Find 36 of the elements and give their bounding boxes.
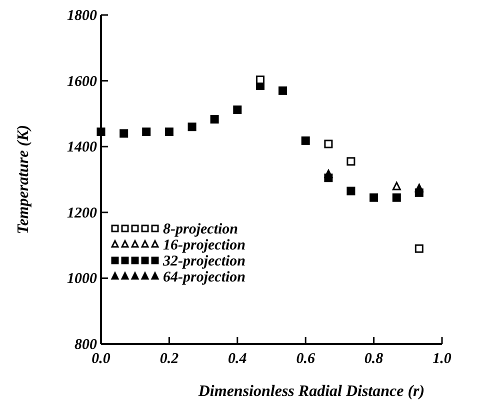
x-tick-label: 0.0	[92, 351, 111, 367]
x-tick-label: 0.2	[160, 351, 180, 367]
y-tick-label: 1200	[67, 205, 98, 222]
x-tick-label: 1.0	[432, 351, 452, 367]
point	[346, 186, 356, 196]
point	[346, 157, 356, 166]
y-axis-title: Temperature (K)	[15, 124, 32, 234]
point	[324, 140, 333, 148]
y-tick-label: 1400	[67, 140, 98, 156]
y-tick-label: 1000	[67, 271, 98, 288]
x-tick-label: 0.4	[228, 351, 248, 367]
legend-label: 8-projection	[163, 221, 238, 238]
point	[96, 128, 106, 136]
point	[414, 244, 424, 253]
point	[414, 184, 424, 192]
legend-label: 64-projection	[163, 269, 246, 286]
point	[324, 170, 333, 178]
point	[188, 122, 196, 132]
point	[392, 193, 401, 202]
x-tick-label: 0.6	[296, 351, 316, 367]
legend-label: 16-projection	[163, 237, 246, 254]
point	[278, 86, 288, 95]
point	[120, 129, 128, 138]
point	[301, 136, 310, 145]
point	[392, 182, 401, 190]
point	[164, 128, 174, 136]
point	[370, 193, 378, 202]
x-axis-title: Dimensionless Radial Distance (r)	[197, 383, 425, 400]
point	[210, 115, 219, 124]
y-tick-label: 800	[74, 337, 98, 353]
y-tick-label: 1600	[67, 74, 98, 90]
x-tick-label: 0.8	[364, 351, 384, 367]
point	[142, 128, 151, 136]
legend-label: 32-projection	[162, 253, 246, 270]
y-tick-label: 1800	[67, 8, 98, 24]
point	[233, 106, 242, 114]
